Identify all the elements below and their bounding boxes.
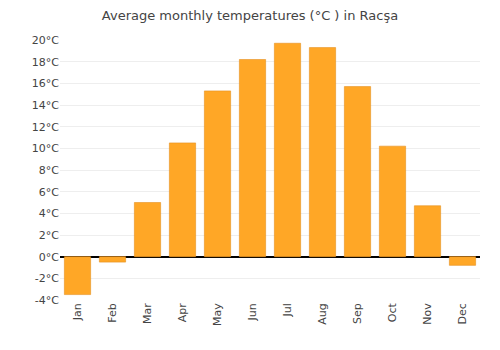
svg-text:6°C: 6°C [39, 186, 59, 199]
svg-text:Jun: Jun [246, 303, 259, 321]
svg-text:Sep: Sep [351, 303, 364, 324]
svg-text:16°C: 16°C [32, 77, 59, 90]
svg-text:10°C: 10°C [32, 142, 59, 155]
svg-text:18°C: 18°C [32, 56, 59, 69]
svg-text:0°C: 0°C [39, 251, 59, 264]
svg-text:Feb: Feb [106, 303, 119, 322]
svg-text:May: May [211, 303, 224, 326]
svg-text:8°C: 8°C [39, 164, 59, 177]
svg-text:Jul: Jul [281, 303, 294, 317]
svg-text:Dec: Dec [456, 303, 469, 324]
svg-text:Mar: Mar [141, 303, 154, 324]
svg-text:2°C: 2°C [39, 229, 59, 242]
svg-text:-4°C: -4°C [35, 294, 59, 307]
svg-text:Jan: Jan [71, 303, 84, 321]
svg-text:Average monthly temperatures (: Average monthly temperatures (°C ) in Ra… [102, 8, 398, 23]
svg-text:Aug: Aug [316, 303, 329, 324]
svg-text:Nov: Nov [421, 303, 434, 325]
svg-text:Oct: Oct [386, 303, 399, 323]
svg-text:14°C: 14°C [32, 99, 59, 112]
svg-text:20°C: 20°C [32, 34, 59, 47]
svg-text:4°C: 4°C [39, 207, 59, 220]
svg-text:-2°C: -2°C [35, 272, 59, 285]
svg-text:Apr: Apr [176, 303, 189, 323]
svg-text:12°C: 12°C [32, 121, 59, 134]
